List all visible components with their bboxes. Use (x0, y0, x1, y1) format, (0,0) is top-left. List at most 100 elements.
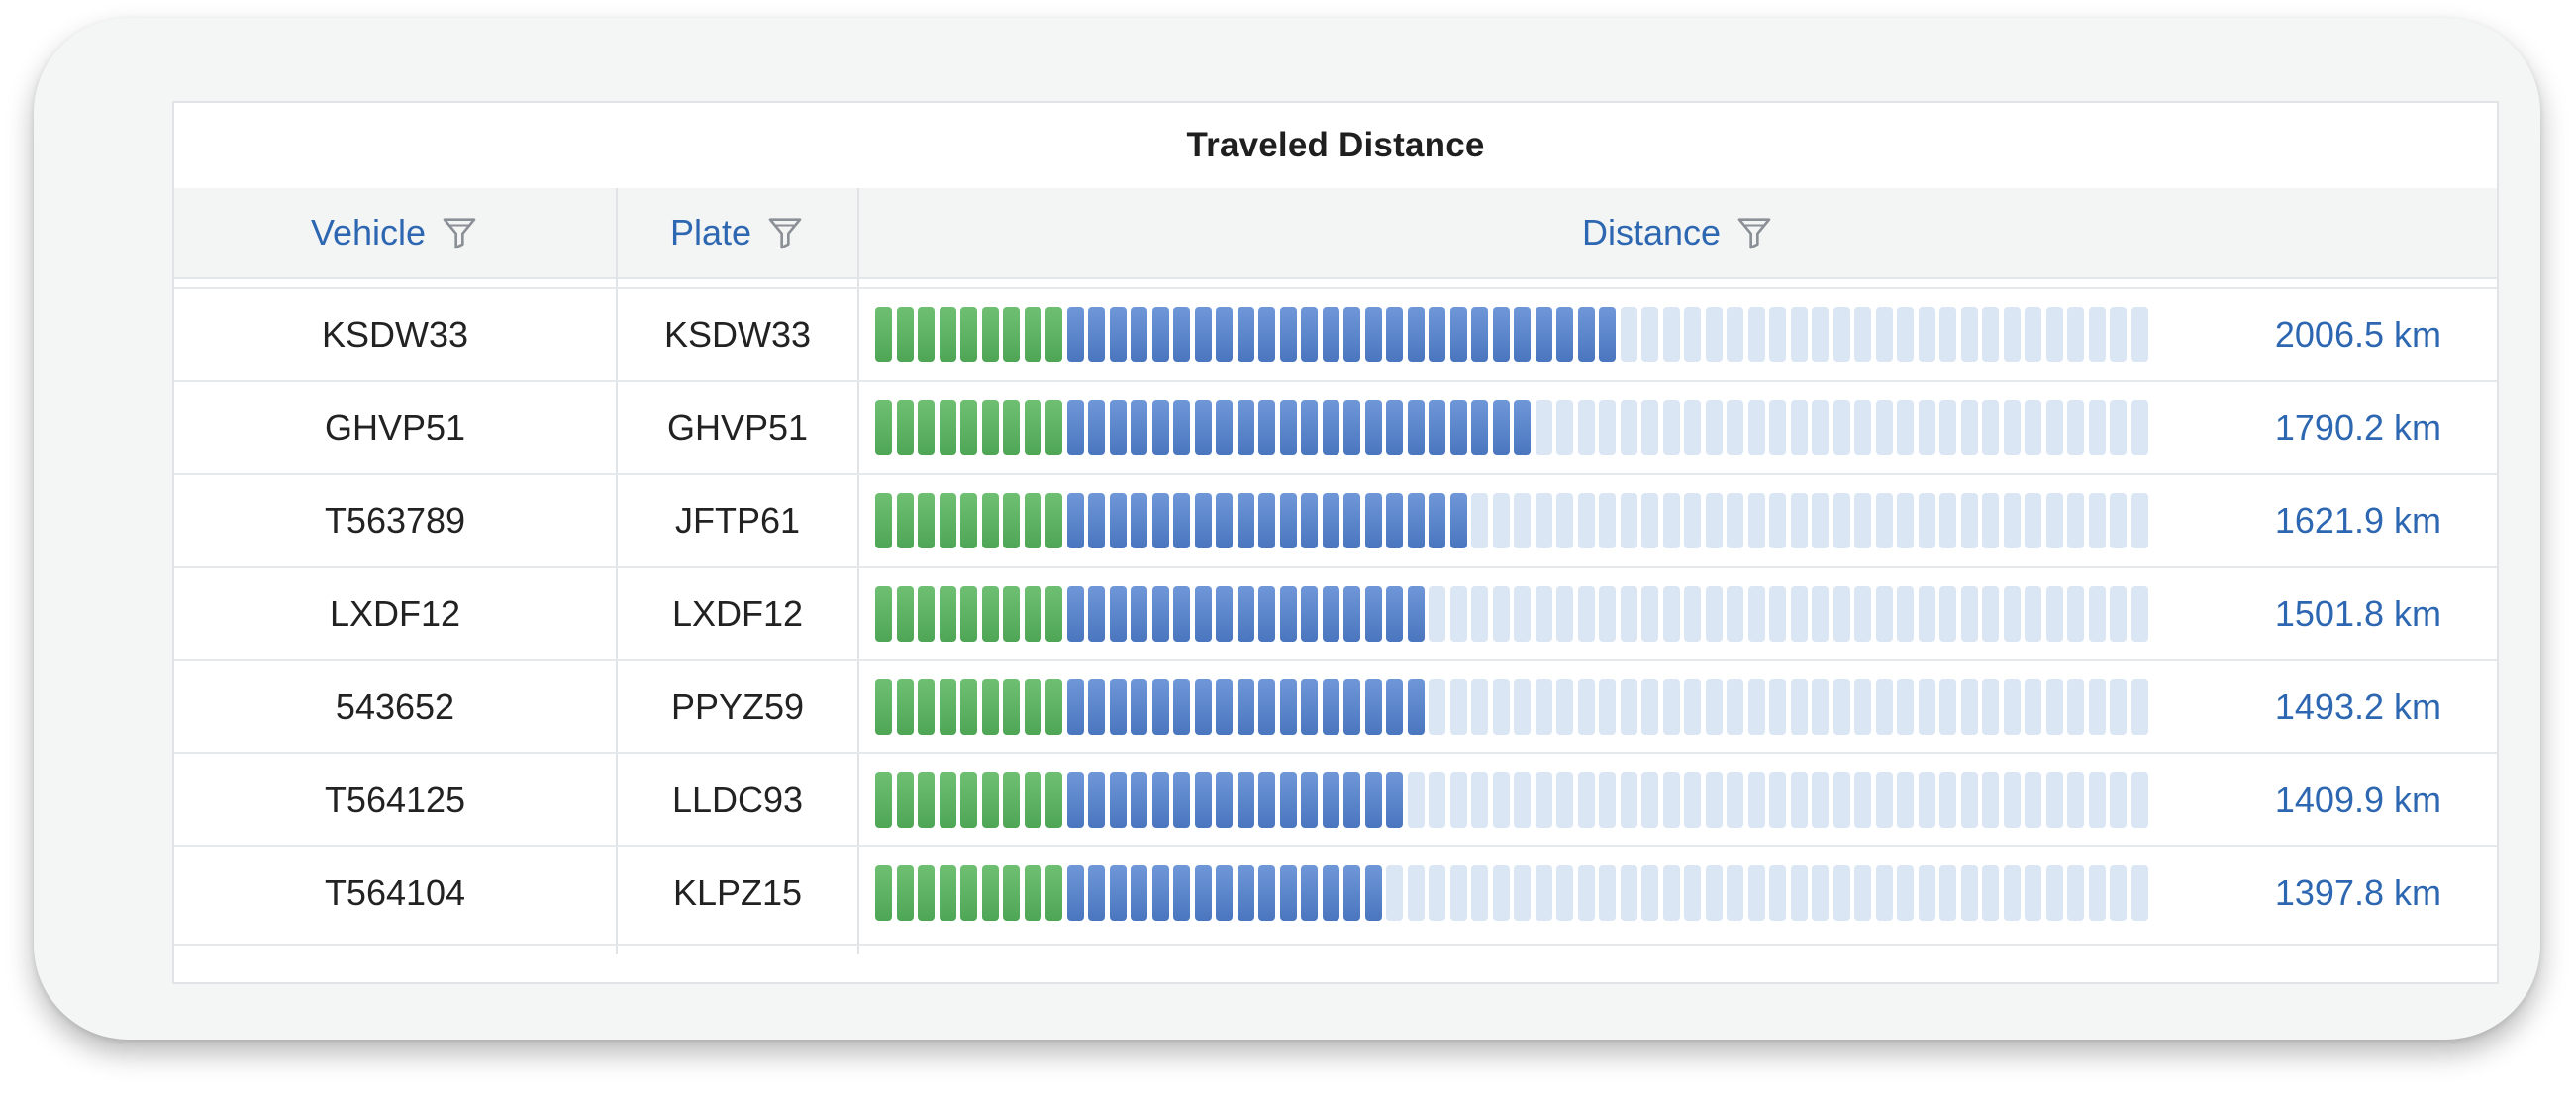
table-row[interactable]: T564125 LLDC93 1409.9 km (174, 752, 2497, 845)
bar-segment-empty (2003, 400, 2021, 455)
distance-bar (875, 679, 2152, 735)
bar-segment-empty (1556, 493, 1573, 548)
distance-filter-icon[interactable] (1734, 213, 1774, 252)
bar-segment-empty (1727, 307, 1743, 362)
bar-segment-empty (1556, 865, 1573, 921)
bar-segment-blue (1386, 586, 1403, 642)
bar-segment-blue (1386, 493, 1403, 548)
table-row[interactable]: T564104 KLPZ15 1397.8 km (174, 845, 2497, 939)
bar-segment-blue (1237, 586, 1254, 642)
bar-segment-empty (1897, 865, 1914, 921)
table-row[interactable]: GHVP51 GHVP51 1790.2 km (174, 380, 2497, 473)
bar-segment-blue (1109, 865, 1127, 921)
bar-segment-empty (1514, 865, 1531, 921)
bar-segment-blue (1577, 307, 1595, 362)
bar-segment-empty (1982, 679, 1999, 735)
distance-value: 1501.8 km (2274, 593, 2441, 634)
bar-segment-empty (1769, 307, 1786, 362)
bar-segment-empty (2130, 493, 2148, 548)
bar-segment-blue (1343, 586, 1360, 642)
bar-segment-blue (1173, 307, 1190, 362)
plate-cell: PPYZ59 (670, 686, 805, 727)
bar-segment-blue (1066, 307, 1084, 362)
bar-segment-green (896, 772, 914, 828)
bar-segment-empty (1875, 493, 1893, 548)
bar-segment-blue (1109, 586, 1127, 642)
bar-segment-blue (1279, 586, 1297, 642)
bar-segment-empty (1918, 865, 1935, 921)
bar-segment-empty (2088, 586, 2106, 642)
bar-segment-empty (1833, 865, 1850, 921)
bar-segment-empty (1769, 493, 1786, 548)
bar-segment-green (1024, 493, 1041, 548)
bar-segment-empty (1960, 679, 1978, 735)
bar-segment-empty (2045, 679, 2063, 735)
distance-bar (875, 772, 2152, 828)
bar-segment-empty (2088, 307, 2106, 362)
bar-segment-blue (1258, 772, 1275, 828)
bar-segment-empty (2003, 307, 2021, 362)
bar-segment-blue (1429, 307, 1445, 362)
bar-segment-empty (1535, 493, 1552, 548)
bar-segment-empty (2088, 865, 2106, 921)
vehicle-cell: KSDW33 (321, 314, 469, 354)
table-row[interactable]: T563789 JFTP61 1621.9 km (174, 473, 2497, 566)
bar-segment-blue (1279, 400, 1297, 455)
bar-segment-blue (1173, 400, 1190, 455)
bar-segment-empty (1705, 772, 1723, 828)
bar-segment-empty (1471, 493, 1488, 548)
bar-segment-empty (2130, 865, 2148, 921)
bar-segment-empty (1577, 679, 1595, 735)
bar-segment-empty (1684, 307, 1701, 362)
bar-segment-empty (1535, 586, 1552, 642)
bar-segment-blue (1237, 772, 1254, 828)
bar-segment-empty (1727, 400, 1743, 455)
bar-segment-blue (1407, 400, 1425, 455)
bar-segment-empty (1982, 493, 1999, 548)
bar-segment-empty (1790, 307, 1808, 362)
bar-segment-empty (1747, 400, 1765, 455)
vehicle-filter-icon[interactable] (440, 213, 479, 252)
bar-segment-blue (1364, 307, 1382, 362)
bar-segment-empty (1982, 400, 1999, 455)
bar-segment-empty (2025, 865, 2041, 921)
bar-segment-blue (1343, 400, 1360, 455)
bar-segment-blue (1364, 586, 1382, 642)
bar-segment-blue (1173, 772, 1190, 828)
bar-segment-empty (2130, 772, 2148, 828)
bar-segment-empty (1577, 493, 1595, 548)
distance-value: 2006.5 km (2274, 314, 2441, 354)
bar-segment-blue (1258, 307, 1275, 362)
bar-segment-blue (1194, 679, 1212, 735)
bar-segment-blue (1343, 493, 1360, 548)
bar-segment-green (1024, 307, 1041, 362)
bar-segment-empty (1897, 679, 1914, 735)
bar-segment-blue (1258, 679, 1275, 735)
table-row[interactable]: KSDW33 KSDW33 2006.5 km (174, 287, 2497, 380)
table-row[interactable]: 543652 PPYZ59 1493.2 km (174, 659, 2497, 752)
bar-segment-blue (1216, 400, 1233, 455)
plate-filter-icon[interactable] (765, 213, 805, 252)
bar-segment-empty (1939, 307, 1956, 362)
bar-segment-green (939, 400, 956, 455)
bar-segment-empty (1449, 772, 1467, 828)
bar-segment-empty (2003, 772, 2021, 828)
column-header-plate[interactable]: Plate (618, 188, 857, 277)
bar-segment-blue (1322, 400, 1339, 455)
bar-segment-empty (1535, 400, 1552, 455)
bar-segment-blue (1322, 865, 1339, 921)
bar-segment-blue (1109, 493, 1127, 548)
bar-segment-empty (1812, 772, 1829, 828)
bar-segment-green (1045, 586, 1062, 642)
bar-segment-blue (1194, 493, 1212, 548)
column-header-distance[interactable]: Distance (859, 188, 2497, 277)
bar-segment-green (896, 679, 914, 735)
bar-segment-empty (1492, 865, 1510, 921)
table-row[interactable]: LXDF12 LXDF12 1501.8 km (174, 566, 2497, 659)
column-header-vehicle[interactable]: Vehicle (174, 188, 616, 277)
bar-segment-green (918, 772, 935, 828)
bar-segment-empty (1812, 586, 1829, 642)
bar-segment-empty (1769, 865, 1786, 921)
bar-segment-green (981, 586, 999, 642)
bar-segment-empty (1684, 772, 1701, 828)
